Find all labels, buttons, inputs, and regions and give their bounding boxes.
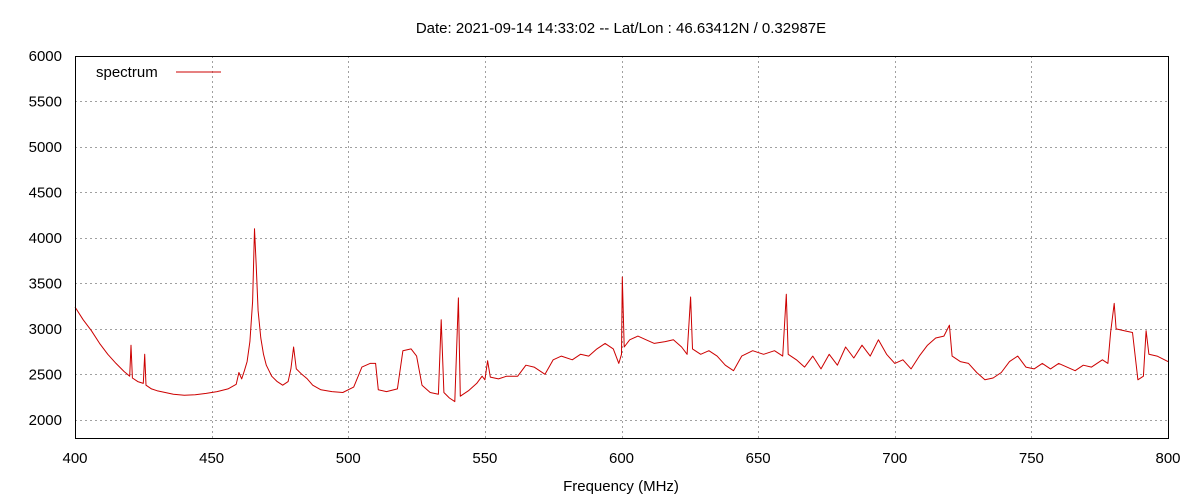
y-tick-label: 5500	[29, 93, 62, 110]
x-tick-label: 500	[336, 450, 361, 467]
x-tick-label: 550	[472, 450, 497, 467]
legend-label: spectrum	[96, 64, 158, 81]
x-tick-label: 600	[609, 450, 634, 467]
x-tick-label: 750	[1019, 450, 1044, 467]
x-tick-label: 800	[1155, 450, 1180, 467]
grid	[75, 56, 1168, 438]
chart-title: Date: 2021-09-14 14:33:02 -- Lat/Lon : 4…	[416, 20, 826, 37]
legend: spectrum	[96, 64, 221, 81]
y-tick-label: 6000	[29, 48, 62, 65]
y-tick-label: 4000	[29, 230, 62, 247]
series-layer	[74, 228, 1169, 403]
x-tick-label: 400	[62, 450, 87, 467]
y-tick-label: 5000	[29, 139, 62, 156]
x-tick-label: 450	[199, 450, 224, 467]
y-tick-label: 3500	[29, 275, 62, 292]
x-tick-label: 650	[746, 450, 771, 467]
plot-frame	[75, 56, 1169, 439]
y-tick-label: 2500	[29, 366, 62, 383]
y-tick-label: 4500	[29, 184, 62, 201]
x-tick-label: 700	[882, 450, 907, 467]
series-line-spectrum	[74, 228, 1169, 403]
x-axis-label: Frequency (MHz)	[563, 478, 679, 495]
y-tick-label: 3000	[29, 321, 62, 338]
tick-labels: 400 450 500 550 600 650 700 750 800 2000 2500 3000 3…	[29, 48, 1181, 467]
y-tick-label: 2000	[29, 412, 62, 429]
